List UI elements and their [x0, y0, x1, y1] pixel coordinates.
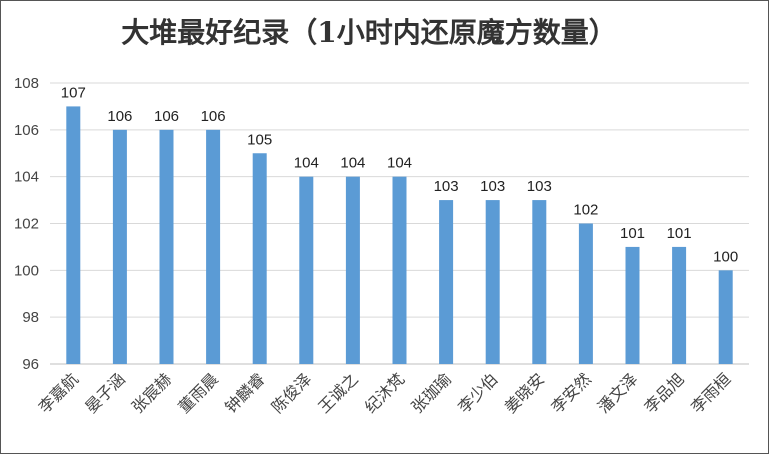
bar	[159, 129, 174, 364]
x-tick-label: 钟麟睿	[221, 369, 268, 416]
x-tick-label: 李嘉航	[35, 369, 82, 416]
data-label: 103	[527, 178, 552, 195]
data-label: 104	[340, 155, 365, 172]
data-label: 104	[387, 155, 412, 172]
bar	[439, 200, 454, 364]
x-tick-label: 陈俊泽	[268, 369, 315, 416]
bar	[485, 200, 500, 364]
data-label: 103	[434, 178, 459, 195]
bar	[206, 129, 221, 364]
data-label: 103	[480, 178, 505, 195]
data-label: 107	[61, 84, 86, 101]
x-tick-label: 李品旭	[641, 369, 688, 416]
chart-title: 大堆最好纪录（1小时内还原魔方数量）	[121, 16, 617, 49]
bar	[299, 176, 314, 364]
data-label: 105	[247, 131, 272, 148]
y-tick-label: 100	[14, 262, 39, 279]
bar	[112, 129, 127, 364]
data-label: 102	[573, 202, 598, 219]
data-label: 101	[620, 225, 645, 242]
x-tick-label: 张珈瑜	[408, 369, 455, 416]
bar	[66, 106, 81, 365]
bar	[392, 176, 407, 364]
y-axis-ticks: 96 98 100 102 104 106 108	[14, 75, 39, 373]
x-tick-label: 潘文泽	[594, 369, 641, 416]
x-axis-ticks: 李嘉航 晏子涵 张宸赫 董雨晨 钟麟睿 陈俊泽 王诚之 纪沐梵 张珈瑜 李少伯 姜晓安 李安然 潘文泽李…	[35, 369, 735, 416]
data-label: 101	[667, 225, 692, 242]
x-tick-label: 姜晓安	[501, 369, 548, 416]
x-tick-label: 李安然	[547, 369, 594, 416]
y-tick-label: 96	[22, 356, 39, 373]
data-label: 100	[713, 248, 738, 265]
bar	[625, 246, 640, 364]
y-tick-label: 106	[14, 122, 39, 139]
bar	[532, 200, 547, 364]
data-label: 106	[154, 108, 179, 125]
bar	[672, 246, 687, 364]
bar	[252, 153, 267, 364]
bar	[345, 176, 360, 364]
data-labels: 107 106 106 106 105 104 104 104 103 103 103 102 101 1…	[61, 84, 738, 265]
bar	[718, 270, 733, 364]
data-label: 106	[201, 108, 226, 125]
data-label: 104	[294, 155, 319, 172]
y-tick-label: 104	[14, 169, 39, 186]
x-tick-label: 董雨晨	[175, 369, 222, 416]
x-tick-label: 王诚之	[314, 369, 361, 416]
x-tick-label: 晏子涵	[81, 369, 128, 416]
x-tick-label: 李少伯	[454, 369, 501, 416]
y-tick-label: 98	[22, 309, 39, 326]
x-tick-label: 纪沐梵	[361, 369, 408, 416]
data-label: 106	[107, 108, 132, 125]
x-tick-label: 张宸赫	[128, 369, 175, 416]
y-tick-label: 108	[14, 75, 39, 92]
bars	[66, 106, 733, 365]
y-tick-label: 102	[14, 216, 39, 233]
x-tick-label: 李雨桓	[687, 369, 734, 416]
bar	[578, 223, 593, 364]
